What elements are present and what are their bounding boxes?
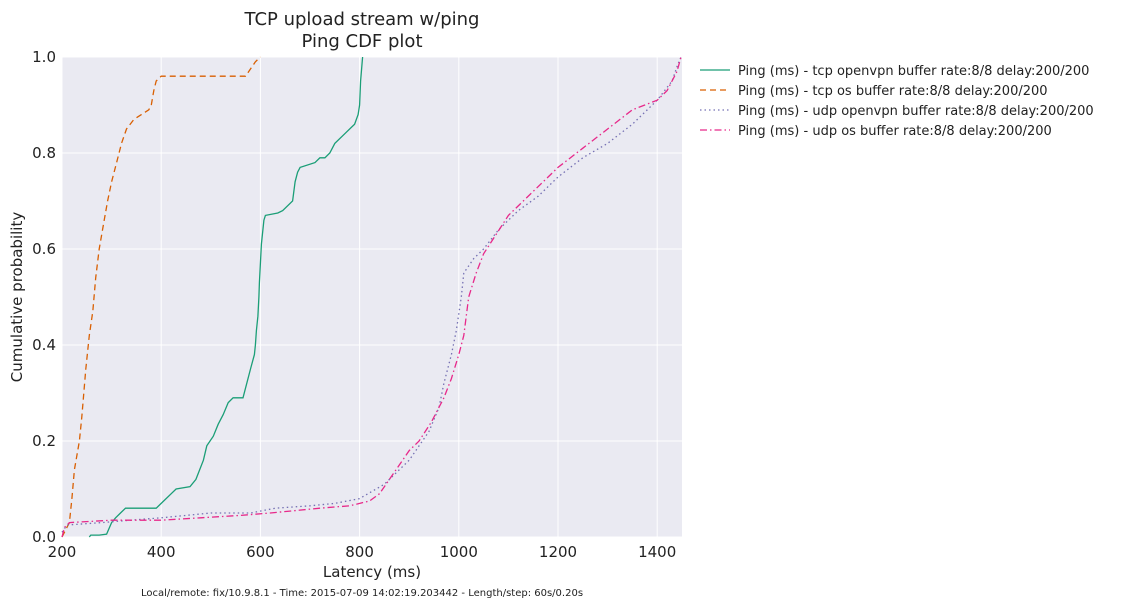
legend-label-1: Ping (ms) - tcp openvpn buffer rate:8/8 … [738, 64, 1089, 79]
y-tick-labels: 0.0 0.2 0.4 0.6 0.8 1.0 [32, 48, 56, 546]
y-axis-label: Cumulative probability [8, 212, 26, 383]
x-tick-label: 200 [48, 543, 77, 561]
grid-lines [61, 56, 682, 538]
series-line-4 [61, 56, 682, 538]
x-tick-label: 1400 [638, 543, 676, 561]
series-line-2 [61, 56, 261, 538]
chart-title: TCP upload stream w/ping [244, 9, 480, 30]
y-tick-label: 0.0 [32, 528, 56, 546]
y-tick-label: 0.2 [32, 432, 56, 450]
y-tick-label: 0.8 [32, 144, 56, 162]
legend-label-3: Ping (ms) - udp openvpn buffer rate:8/8 … [738, 104, 1094, 119]
x-tick-label: 1000 [440, 543, 478, 561]
plot-area [62, 57, 682, 537]
y-tick-label: 0.4 [32, 336, 56, 354]
x-tick-labels: 200 400 600 800 1000 1200 1400 [48, 543, 677, 561]
x-tick-label: 600 [246, 543, 275, 561]
y-tick-label: 1.0 [32, 48, 56, 66]
series-lines [61, 56, 682, 538]
x-tick-label: 800 [345, 543, 374, 561]
x-tick-label: 400 [147, 543, 176, 561]
legend-label-4: Ping (ms) - udp os buffer rate:8/8 delay… [738, 124, 1052, 139]
legend-label-2: Ping (ms) - tcp os buffer rate:8/8 delay… [738, 84, 1048, 99]
legend: Ping (ms) - tcp openvpn buffer rate:8/8 … [700, 64, 1094, 139]
y-tick-label: 0.6 [32, 240, 56, 258]
x-axis-label: Latency (ms) [323, 563, 421, 581]
series-line-1 [88, 56, 364, 538]
footer-info: Local/remote: fix/10.9.8.1 - Time: 2015-… [141, 588, 583, 599]
x-tick-label: 1200 [539, 543, 577, 561]
chart-subtitle: Ping CDF plot [301, 31, 422, 52]
